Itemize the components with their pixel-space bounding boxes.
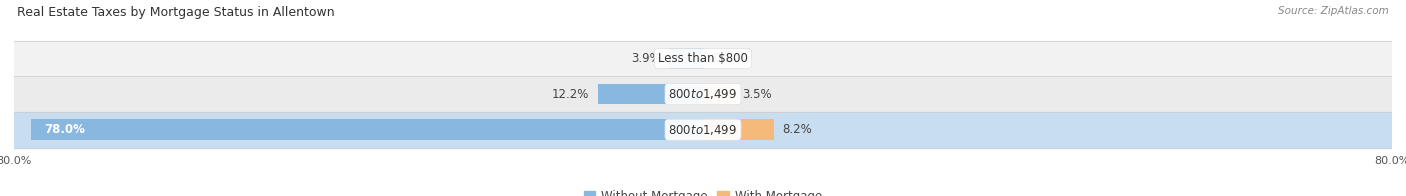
Text: 12.2%: 12.2% bbox=[553, 88, 589, 101]
Bar bbox=[31, 119, 703, 140]
Text: 3.9%: 3.9% bbox=[631, 52, 661, 65]
Legend: Without Mortgage, With Mortgage: Without Mortgage, With Mortgage bbox=[579, 186, 827, 196]
Text: 78.0%: 78.0% bbox=[44, 123, 86, 136]
Bar bbox=[598, 84, 703, 104]
Text: 8.2%: 8.2% bbox=[782, 123, 813, 136]
Text: Source: ZipAtlas.com: Source: ZipAtlas.com bbox=[1278, 6, 1389, 16]
Text: 3.5%: 3.5% bbox=[742, 88, 772, 101]
Text: Less than $800: Less than $800 bbox=[658, 52, 748, 65]
Bar bbox=[14, 41, 1392, 76]
Text: $800 to $1,499: $800 to $1,499 bbox=[668, 123, 738, 137]
Bar bbox=[703, 48, 704, 69]
Text: 0.17%: 0.17% bbox=[713, 52, 751, 65]
Text: $800 to $1,499: $800 to $1,499 bbox=[668, 87, 738, 101]
Bar bbox=[14, 76, 1392, 112]
Bar bbox=[703, 119, 773, 140]
Bar bbox=[14, 112, 1392, 148]
Text: Real Estate Taxes by Mortgage Status in Allentown: Real Estate Taxes by Mortgage Status in … bbox=[17, 6, 335, 19]
Bar bbox=[703, 84, 733, 104]
Bar bbox=[669, 48, 703, 69]
